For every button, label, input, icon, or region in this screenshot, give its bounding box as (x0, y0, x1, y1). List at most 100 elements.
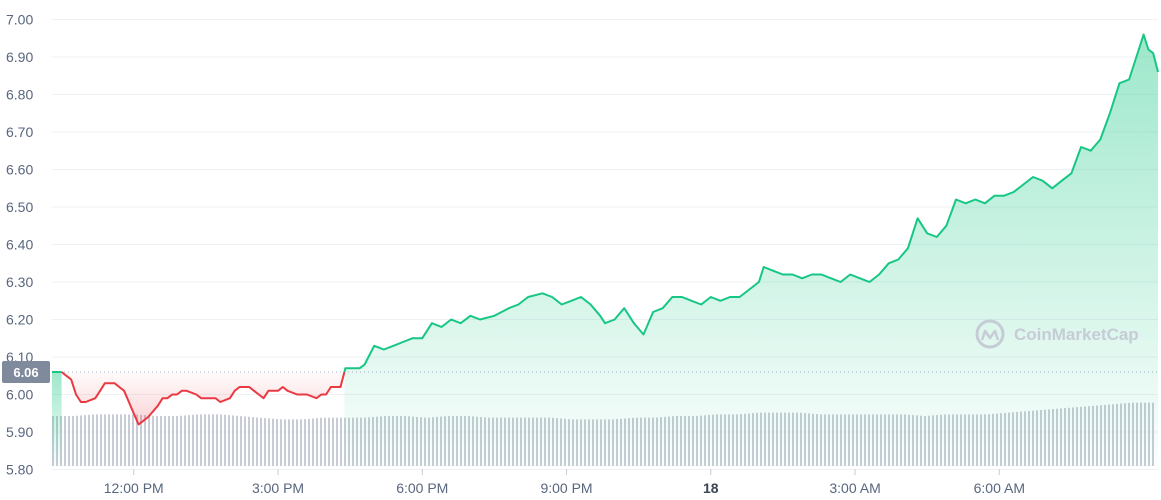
x-tick-label: 3:00 AM (829, 480, 880, 496)
volume-bar (288, 419, 290, 466)
x-tick-label: 6:00 PM (396, 480, 448, 496)
coinmarketcap-logo-icon (975, 319, 1005, 349)
coinmarketcap-watermark: CoinMarketCap (975, 319, 1139, 349)
y-tick-label: 6.70 (6, 124, 33, 140)
volume-bar (236, 415, 238, 466)
volume-bar (292, 419, 294, 466)
volume-bar (164, 416, 166, 466)
volume-bar (216, 414, 218, 466)
volume-bar (280, 419, 282, 466)
volume-bar (248, 416, 250, 466)
volume-bar (220, 414, 222, 466)
x-axis: 12:00 PM 3:00 PM 6:00 PM 9:00 PM 18 3:00 AM 6:… (104, 469, 1025, 496)
volume-bar (184, 415, 186, 466)
volume-bar (68, 416, 70, 466)
x-tick-label: 12:00 PM (104, 480, 164, 496)
y-axis: 7.006.906.806.706.606.506.406.306.206.10… (6, 12, 33, 478)
y-tick-label: 6.60 (6, 162, 33, 178)
volume-bar (152, 415, 154, 466)
coinmarketcap-logo-mark (980, 329, 1000, 341)
y-tick-label: 5.80 (6, 462, 33, 478)
y-tick-label: 7.00 (6, 12, 33, 28)
volume-bar (240, 416, 242, 466)
volume-bar (92, 414, 94, 466)
volume-bar (284, 419, 286, 466)
volume-bar (176, 416, 178, 466)
y-tick-label: 6.20 (6, 312, 33, 328)
volume-bar (308, 418, 310, 466)
y-tick-label: 6.00 (6, 387, 33, 403)
volume-bar (232, 415, 234, 466)
volume-bar (104, 414, 106, 466)
x-tick-label: 18 (703, 480, 719, 496)
volume-bar (180, 415, 182, 466)
x-tick-label: 9:00 PM (540, 480, 592, 496)
volume-bar (120, 414, 122, 466)
volume-bar (96, 414, 98, 466)
volume-bar (200, 414, 202, 466)
volume-bar (316, 418, 318, 466)
volume-bar (76, 415, 78, 466)
volume-bar (80, 415, 82, 466)
y-tick-label: 6.90 (6, 49, 33, 65)
volume-bar (212, 414, 214, 466)
volume-bar (116, 414, 118, 466)
volume-bar (148, 415, 150, 466)
y-tick-label: 6.80 (6, 87, 33, 103)
x-tick-label: 3:00 PM (252, 480, 304, 496)
volume-bar (272, 418, 274, 466)
volume-bar (100, 414, 102, 466)
volume-bar (168, 416, 170, 466)
price-line-down (60, 371, 346, 426)
volume-bar (340, 417, 342, 466)
volume-bar (64, 416, 66, 466)
volume-bar (140, 414, 142, 466)
volume-bar (112, 414, 114, 466)
volume-bar (132, 414, 134, 466)
volume-bar (320, 417, 322, 466)
volume-bar (128, 414, 130, 466)
price-area-up (344, 34, 1158, 466)
volume-bar (268, 418, 270, 466)
volume-bar (172, 416, 174, 466)
volume-bar (312, 418, 314, 466)
volume-bar (84, 415, 86, 466)
volume-bar (336, 417, 338, 466)
volume-bar (300, 419, 302, 466)
volume-bar (276, 419, 278, 466)
volume-bar (296, 419, 298, 466)
volume-bar (188, 415, 190, 466)
volume-bar (224, 414, 226, 466)
y-tick-label: 6.40 (6, 237, 33, 253)
volume-bar (324, 417, 326, 466)
volume-bar (192, 414, 194, 466)
y-tick-label: 6.30 (6, 274, 33, 290)
badge-background (2, 361, 50, 383)
price-line (52, 33, 1159, 426)
volume-bar (160, 416, 162, 466)
volume-bar (228, 415, 230, 466)
volume-bar (304, 419, 306, 466)
volume-bar (108, 414, 110, 466)
price-area-down (61, 372, 345, 425)
volume-bar (88, 414, 90, 466)
volume-bar (244, 416, 246, 466)
volume-bar (72, 416, 74, 466)
price-area (52, 34, 1158, 466)
volume-bar (156, 416, 158, 466)
y-tick-label: 6.50 (6, 199, 33, 215)
current-price-badge: 6.06 (2, 361, 50, 383)
volume-bar (208, 414, 210, 466)
price-line-up (343, 33, 1159, 373)
y-tick-label: 5.90 (6, 424, 33, 440)
volume-bar (328, 417, 330, 466)
price-area-up (52, 372, 62, 466)
watermark-text: CoinMarketCap (1014, 325, 1139, 344)
volume-bar (124, 414, 126, 466)
volume-bar (264, 418, 266, 466)
volume-bar (332, 417, 334, 466)
volume-bar (196, 414, 198, 466)
badge-value: 6.06 (13, 365, 38, 380)
